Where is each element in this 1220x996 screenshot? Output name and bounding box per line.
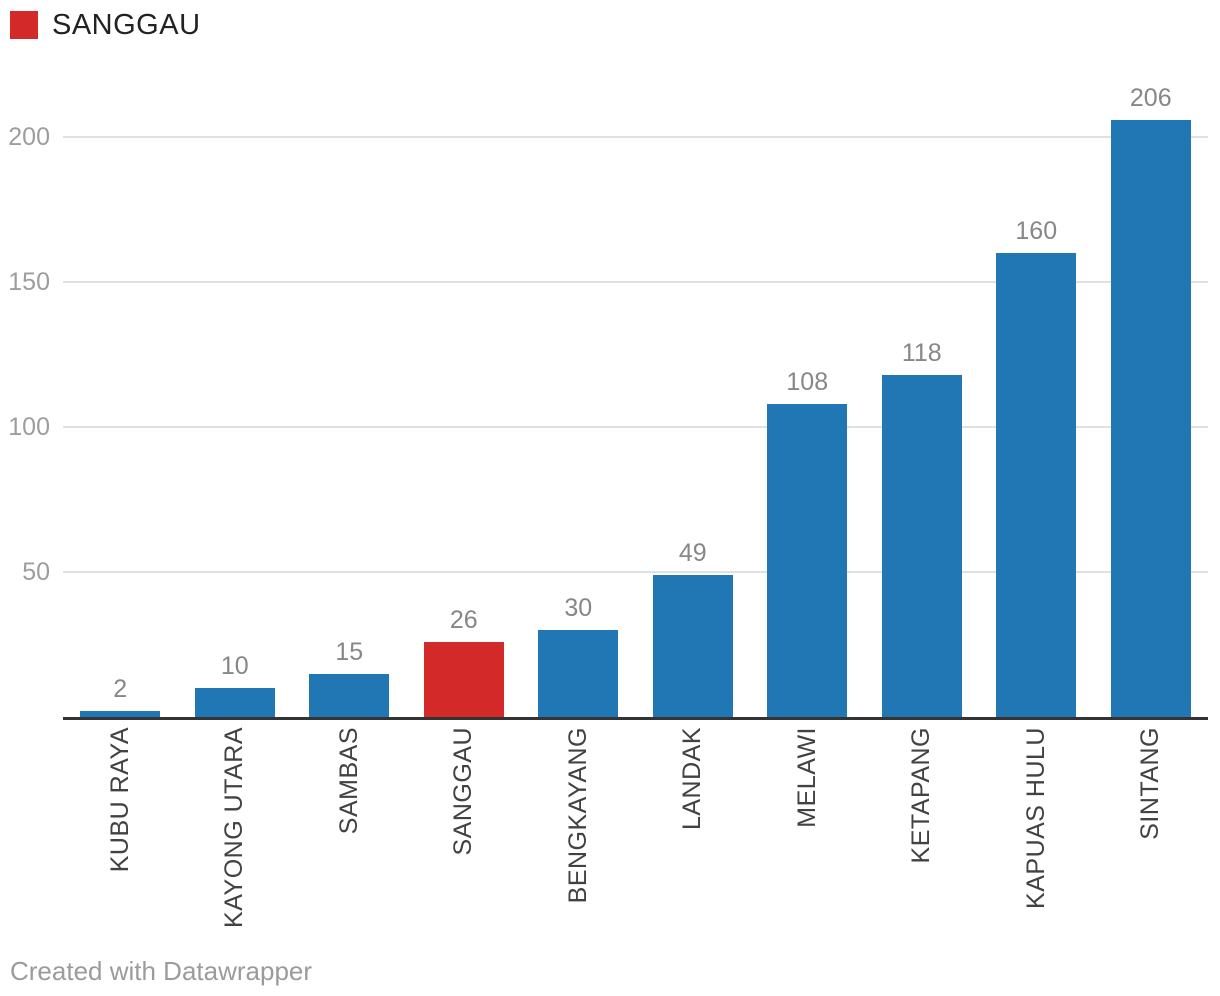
legend-swatch-sanggau — [10, 11, 38, 39]
gridline-100 — [63, 426, 1208, 428]
x-axis-label-sambas: SAMBAS — [332, 727, 366, 834]
x-axis-label-sintang: SINTANG — [1134, 727, 1168, 840]
x-axis-label-text: BENGKAYANG — [563, 727, 592, 904]
bar-kapuas-hulu — [996, 253, 1077, 717]
x-axis-label-text: SINTANG — [1136, 727, 1165, 840]
y-tick-label-100: 100 — [8, 413, 50, 441]
bar-sanggau — [423, 641, 504, 717]
value-label-sanggau: 26 — [449, 605, 478, 634]
legend-label: SANGGAU — [52, 9, 201, 41]
x-axis-label-landak: LANDAK — [676, 727, 710, 830]
value-label-sambas: 15 — [335, 637, 364, 666]
bar-kubu-raya — [80, 711, 161, 717]
x-axis-label-kapuas-hulu: KAPUAS HULU — [1019, 727, 1053, 909]
value-label-sintang: 206 — [1129, 83, 1172, 112]
value-label-kubu-raya: 2 — [113, 675, 128, 704]
value-label-landak: 49 — [678, 538, 707, 567]
x-axis-label-text: SAMBAS — [334, 727, 363, 835]
value-label-ketapang: 118 — [901, 338, 942, 367]
x-axis-label-kubu-raya: KUBU RAYA — [103, 727, 137, 872]
x-axis-label-text: MELAWI — [792, 727, 821, 828]
y-tick-label-50: 50 — [22, 558, 50, 586]
gridline-200 — [63, 136, 1208, 138]
x-axis-label-text: KAPUAS HULU — [1021, 727, 1050, 909]
bar-bengkayang — [538, 630, 619, 717]
bar-melawi — [767, 403, 848, 717]
x-axis-label-sanggau: SANGGAU — [447, 727, 481, 856]
x-axis-label-kayong-utara: KAYONG UTARA — [218, 727, 252, 928]
bar-kayong-utara — [194, 688, 275, 717]
value-label-kapuas-hulu: 160 — [1015, 217, 1058, 245]
value-label-melawi: 108 — [786, 367, 829, 396]
x-axis-label-text: KUBU RAYA — [105, 727, 134, 873]
x-axis-label-melawi: MELAWI — [790, 727, 824, 828]
gridline-150 — [63, 281, 1208, 283]
gridline-50 — [63, 571, 1208, 573]
attribution-text: Created with Datawrapper — [10, 956, 313, 986]
bar-ketapang — [881, 374, 962, 717]
x-axis-label-text: SANGGAU — [449, 727, 478, 856]
x-axis-label-text: LANDAK — [678, 727, 707, 831]
x-axis-line — [63, 717, 1208, 720]
y-tick-label-200: 200 — [8, 123, 50, 151]
bar-landak — [652, 574, 733, 717]
bar-sintang — [1110, 119, 1191, 717]
x-axis-label-bengkayang: BENGKAYANG — [561, 727, 595, 903]
y-tick-label-150: 150 — [8, 268, 50, 296]
x-axis-label-ketapang: KETAPANG — [905, 727, 939, 863]
value-label-kayong-utara: 10 — [220, 652, 249, 680]
legend: SANGGAU — [10, 9, 201, 41]
value-label-bengkayang: 30 — [564, 594, 593, 622]
x-axis-label-text: KAYONG UTARA — [220, 727, 249, 928]
bar-sambas — [309, 673, 390, 717]
x-axis-label-text: KETAPANG — [907, 727, 936, 864]
